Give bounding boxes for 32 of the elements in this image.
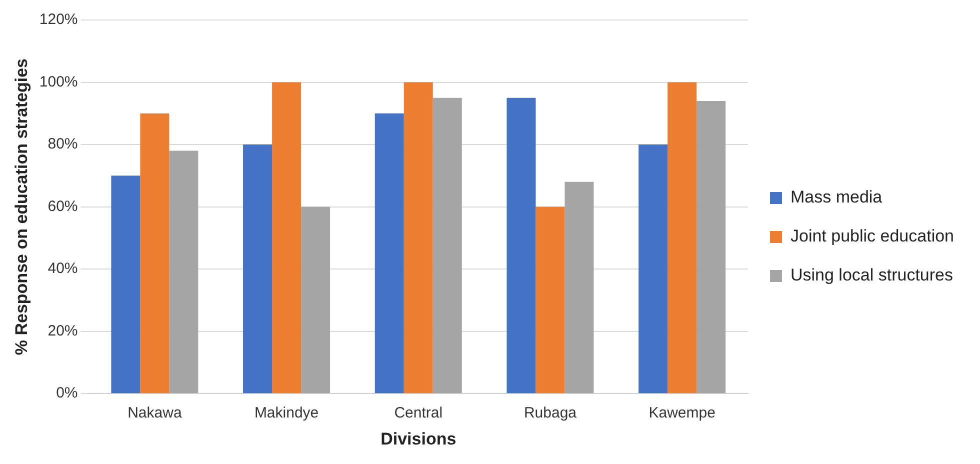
x-tick-label: Rubaga: [524, 404, 578, 422]
bar: [506, 98, 536, 394]
legend-label: Using local structures: [790, 266, 954, 285]
x-tick-label: Nakawa: [128, 404, 182, 422]
bar: [301, 206, 330, 394]
x-tick-label: Makindye: [254, 404, 319, 422]
legend-label: Joint public education: [790, 226, 954, 246]
bar: [564, 182, 594, 394]
bar: [404, 82, 433, 394]
bar: [111, 176, 140, 394]
bar: [668, 82, 697, 394]
bar: [638, 144, 668, 394]
bar: [536, 206, 565, 394]
y-tick-label: 60%: [48, 198, 78, 215]
y-tick-label: 40%: [48, 260, 78, 278]
bar: [243, 144, 272, 394]
bar: [140, 113, 170, 394]
bar: [374, 113, 404, 394]
bar: [169, 150, 198, 394]
x-tick-label: Kawempe: [648, 404, 716, 422]
y-tick-label: 0%: [56, 384, 78, 402]
y-tick-label: 20%: [48, 322, 78, 340]
y-axis-title: % Response on education strategies: [12, 58, 31, 356]
bar: [272, 82, 302, 394]
bar: [432, 98, 462, 394]
y-tick-label: 80%: [48, 136, 78, 153]
x-tick-label: Central: [394, 404, 443, 422]
y-tick-label: 100%: [39, 73, 78, 90]
legend-label: Mass media: [790, 188, 883, 207]
bar: [696, 100, 726, 394]
y-tick-label: 120%: [39, 11, 78, 28]
x-axis-title: Divisions: [380, 429, 456, 448]
